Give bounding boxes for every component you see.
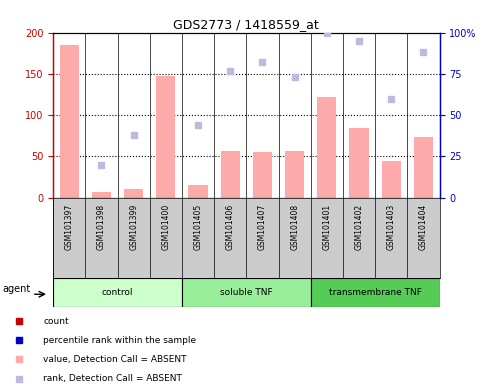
Bar: [414, 137, 433, 198]
Bar: [285, 151, 304, 198]
Bar: [188, 185, 208, 198]
Text: transmembrane TNF: transmembrane TNF: [329, 288, 422, 297]
Text: percentile rank within the sample: percentile rank within the sample: [43, 336, 197, 345]
Text: GSM101406: GSM101406: [226, 204, 235, 250]
Bar: [317, 97, 337, 198]
Text: GSM101401: GSM101401: [322, 204, 331, 250]
Bar: [59, 45, 79, 198]
Bar: [349, 127, 369, 198]
Text: GSM101398: GSM101398: [97, 204, 106, 250]
Title: GDS2773 / 1418559_at: GDS2773 / 1418559_at: [173, 18, 319, 31]
Bar: [156, 76, 175, 198]
Text: value, Detection Call = ABSENT: value, Detection Call = ABSENT: [43, 355, 187, 364]
Text: GSM101403: GSM101403: [387, 204, 396, 250]
Text: GSM101408: GSM101408: [290, 204, 299, 250]
Text: GSM101404: GSM101404: [419, 204, 428, 250]
Bar: [124, 189, 143, 198]
Text: count: count: [43, 316, 69, 326]
Text: GSM101399: GSM101399: [129, 204, 138, 250]
Text: agent: agent: [3, 284, 31, 295]
Bar: [92, 192, 111, 198]
Text: GSM101402: GSM101402: [355, 204, 364, 250]
Text: soluble TNF: soluble TNF: [220, 288, 272, 297]
Text: GSM101400: GSM101400: [161, 204, 170, 250]
Text: GSM101405: GSM101405: [194, 204, 202, 250]
Bar: [182, 278, 311, 307]
Bar: [382, 161, 401, 198]
Text: rank, Detection Call = ABSENT: rank, Detection Call = ABSENT: [43, 374, 183, 383]
Text: control: control: [102, 288, 133, 297]
Text: GSM101397: GSM101397: [65, 204, 74, 250]
Bar: [53, 278, 182, 307]
Text: GSM101407: GSM101407: [258, 204, 267, 250]
Bar: [221, 151, 240, 198]
Bar: [253, 152, 272, 198]
Bar: [311, 278, 440, 307]
